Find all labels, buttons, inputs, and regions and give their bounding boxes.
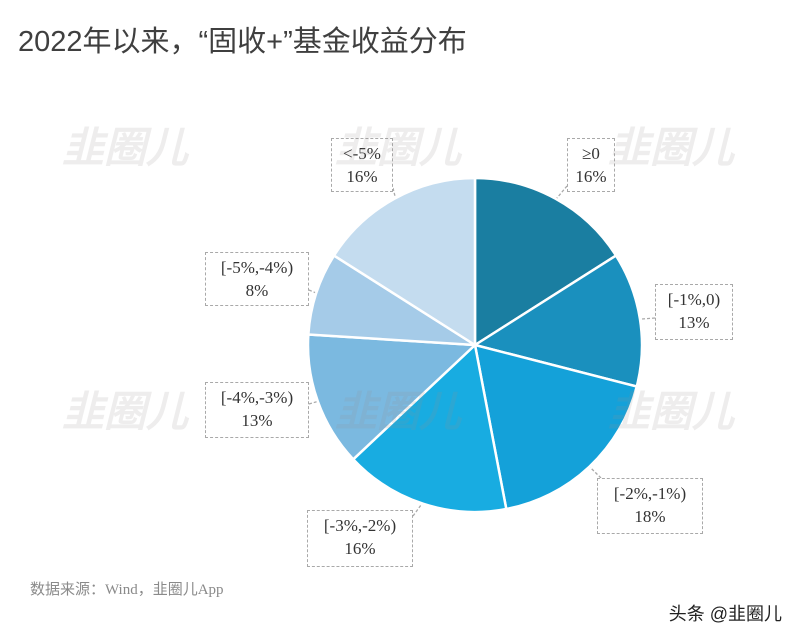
pie-slice-2 — [473, 254, 644, 388]
callout-minus1-0: [-1%,0) 13% — [655, 284, 733, 340]
data-source-note: 数据来源：Wind，韭圈儿App — [30, 582, 224, 598]
pie-slice-5 — [306, 333, 477, 461]
callout-category: [-3%,-2%) — [323, 516, 397, 535]
callout-value: 16% — [346, 167, 378, 186]
pie-slice-7 — [332, 176, 477, 347]
callout-value: 13% — [241, 411, 273, 430]
callout-minus2-minus1: [-2%,-1%) 18% — [597, 478, 703, 534]
callout-category: <-5% — [343, 144, 381, 163]
callout-category: [-2%,-1%) — [613, 484, 687, 503]
callout-minus4-minus3: [-4%,-3%) 13% — [205, 382, 309, 438]
pie-slice-4 — [352, 343, 508, 514]
callout-category: ≥0 — [582, 144, 600, 163]
callout-value: 8% — [245, 281, 269, 300]
callout-value: 13% — [678, 313, 710, 332]
callout-minus5-minus4: [-5%,-4%) 8% — [205, 252, 309, 306]
callout-value: 18% — [634, 507, 666, 526]
callout-value: 16% — [344, 539, 376, 558]
pie-slices — [306, 176, 644, 514]
leader-line-6 — [308, 289, 321, 296]
attribution-watermark: 头条 @韭圈儿 — [668, 604, 782, 624]
callout-minus3-minus2: [-3%,-2%) 16% — [307, 510, 413, 567]
pie-slice-1 — [473, 176, 618, 347]
callout-category: [-1%,0) — [667, 290, 721, 309]
chart-title: 2022年以来，“固收+”基金收益分布 — [18, 26, 467, 58]
pie-slice-3 — [473, 343, 638, 511]
callout-below-minus5: <-5% 16% — [331, 138, 393, 192]
callout-category: [-5%,-4%) — [220, 258, 294, 277]
callout-ge-0: ≥0 16% — [567, 138, 615, 192]
callout-value: 16% — [575, 167, 607, 186]
callout-category: [-4%,-3%) — [220, 388, 294, 407]
